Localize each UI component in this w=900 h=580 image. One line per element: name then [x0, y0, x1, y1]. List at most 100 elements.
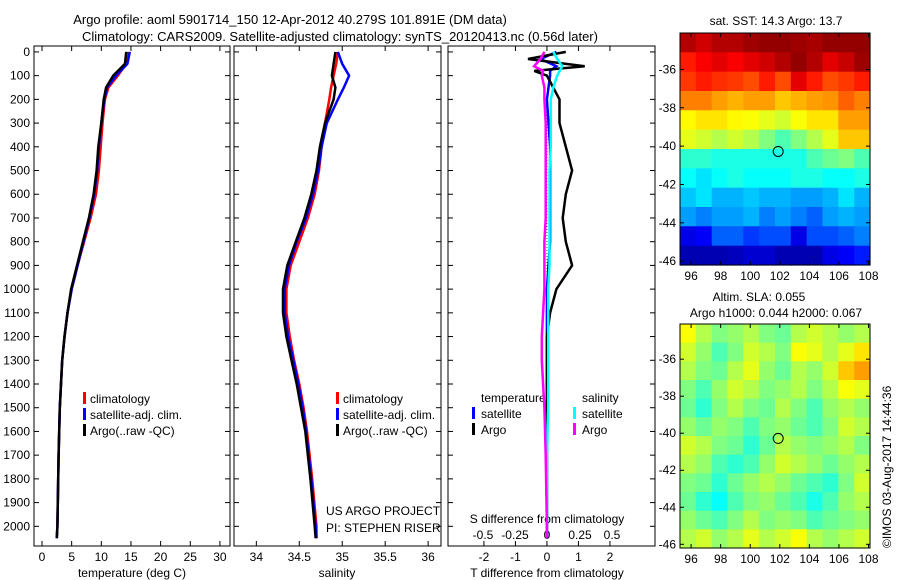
lon-tick-label: 100	[740, 552, 760, 566]
heatmap-cell	[790, 342, 808, 362]
imos-stamp: ©IMOS 03-Aug-2017 14:44:36	[880, 385, 894, 548]
y-tick-label: 700	[10, 211, 30, 225]
heatmap-cell	[838, 529, 855, 549]
x-tick-label: 34	[250, 550, 264, 564]
heatmap-cell	[759, 417, 776, 437]
heatmap-cell	[680, 398, 697, 418]
y-tick-label: 1300	[3, 353, 30, 367]
heatmap-cell	[695, 207, 713, 227]
heatmap-cell	[680, 473, 697, 493]
heatmap-cell	[711, 473, 729, 493]
heatmap-cell	[743, 226, 760, 247]
heatmap-cell	[680, 361, 697, 381]
heatmap-cell	[743, 91, 760, 111]
legend-swatch-argo	[336, 424, 339, 436]
x-tick-label: -2	[479, 550, 490, 564]
lon-tick-label: 102	[770, 269, 790, 283]
heatmap-cell	[695, 510, 713, 530]
temperature-axes-frame	[33, 45, 231, 547]
lat-tick-label: -42	[659, 463, 677, 477]
y-tick-label: 400	[10, 140, 30, 154]
heatmap-cell	[806, 226, 824, 247]
heatmap-cell	[680, 168, 697, 189]
temperature-plot: 0 5 10 15 20 25 300100200300400500600700800900…	[3, 45, 231, 564]
series-line-sal_satellite	[545, 51, 564, 539]
heatmap-cell	[854, 245, 871, 266]
heatmap-cell	[711, 129, 729, 150]
heatmap-cell	[838, 324, 855, 344]
y-tick-label: 100	[10, 69, 30, 83]
heatmap-cell	[695, 454, 713, 474]
map-frame	[679, 323, 871, 549]
heatmap-cell	[822, 361, 839, 381]
heatmap-cell	[695, 129, 713, 150]
x-tick-label: 5	[68, 550, 75, 564]
heatmap-cell	[743, 492, 760, 512]
heatmap-cell	[775, 168, 792, 189]
lat-tick-label: -38	[659, 101, 677, 115]
heatmap-cell	[775, 91, 792, 111]
heatmap-cell	[711, 207, 729, 227]
heatmap-cell	[695, 71, 713, 92]
heatmap-cell	[822, 245, 839, 266]
heatmap-cell	[822, 226, 839, 247]
y-tick-label: 1200	[3, 330, 30, 344]
heatmap-cell	[695, 187, 713, 208]
heatmap-cell	[790, 245, 808, 266]
heatmap-cell	[695, 33, 713, 53]
heatmap-cell	[822, 91, 839, 111]
y-tick-label: 1900	[3, 496, 30, 510]
heatmap-cell	[743, 52, 760, 73]
heatmap-cell	[822, 149, 839, 169]
heatmap-cell	[759, 361, 776, 381]
heatmap-cell	[806, 436, 824, 456]
heatmap-cell	[822, 110, 839, 131]
heatmap-cell	[775, 417, 792, 437]
heatmap-cell	[806, 33, 824, 53]
heatmap-cell	[854, 149, 871, 169]
heatmap-cell	[790, 417, 808, 437]
heatmap-cell	[711, 187, 729, 208]
heatmap-cell	[727, 436, 744, 456]
heatmap-cell	[680, 380, 697, 400]
heatmap-cell	[680, 226, 697, 247]
heatmap-cell	[727, 168, 744, 189]
x-tick-label: 10	[95, 550, 109, 564]
heatmap-cell	[727, 33, 744, 53]
heatmap-cell	[806, 168, 824, 189]
heatmap-cell	[759, 454, 776, 474]
heatmap-cell	[727, 417, 744, 437]
lon-tick-label: 98	[714, 269, 728, 283]
heatmap-cell	[680, 207, 697, 227]
heatmap-cell	[775, 52, 792, 73]
heatmap-cell	[838, 33, 855, 53]
heatmap-cell	[806, 529, 824, 549]
heatmap-cell	[695, 473, 713, 493]
heatmap-cell	[743, 510, 760, 530]
heatmap-cell	[838, 380, 855, 400]
y-tick-label: 600	[10, 187, 30, 201]
lat-tick-label: -40	[659, 426, 677, 440]
series-line-sal_argo	[532, 51, 549, 539]
heatmap-cell	[680, 342, 697, 362]
heatmap-cell	[727, 529, 744, 549]
y-tick-label: 900	[10, 258, 30, 272]
series-line-climatology	[285, 51, 340, 539]
series-line-satellite	[283, 51, 351, 539]
heatmap-cell	[775, 187, 792, 208]
heatmap-cell	[711, 324, 729, 344]
heatmap-cell	[822, 71, 839, 92]
heatmap-cell	[743, 245, 760, 266]
heatmap-cell	[775, 342, 792, 362]
heatmap-cell	[743, 129, 760, 150]
salinity-panel: salinity climatology satellite-adj. clim…	[319, 392, 441, 580]
legend-swatch-t-argo	[472, 423, 475, 435]
heatmap-cell	[680, 71, 697, 92]
heatmap-cell	[790, 129, 808, 150]
heatmap-cell	[695, 226, 713, 247]
heatmap-cell	[790, 226, 808, 247]
heatmap-cell	[854, 454, 871, 474]
heatmap-cell	[727, 187, 744, 208]
heatmap-cell	[838, 436, 855, 456]
heatmap-cell	[711, 226, 729, 247]
